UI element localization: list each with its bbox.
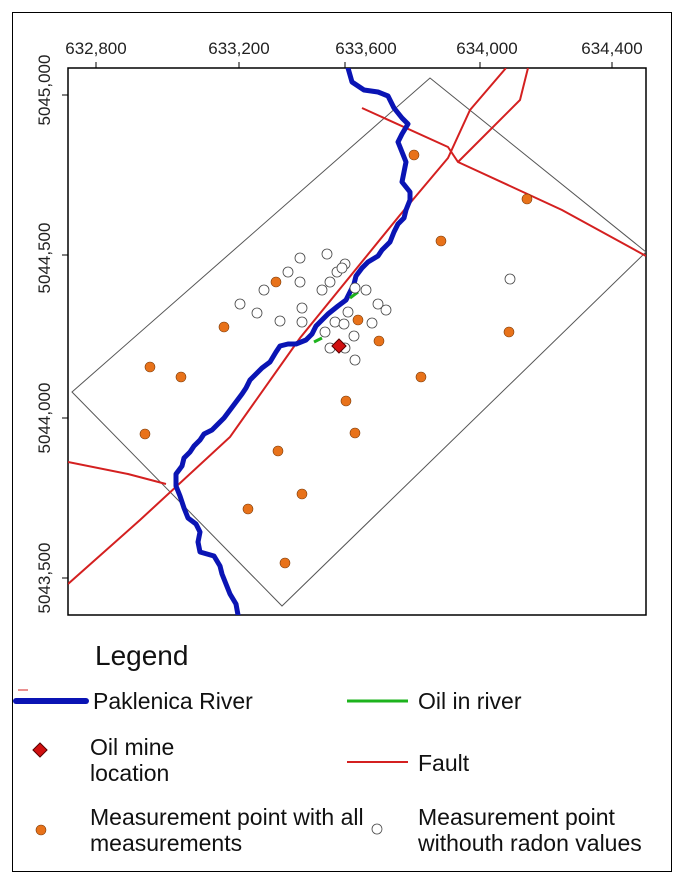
legend-oil-label: Oil in river bbox=[418, 688, 522, 714]
measurement-point-all bbox=[279, 557, 291, 569]
legend-point-no-radon-symbol bbox=[371, 823, 383, 835]
measurement-point-all bbox=[415, 371, 427, 383]
measurement-point-all bbox=[242, 503, 254, 515]
measurement-point-all bbox=[218, 321, 230, 333]
measurement-point-no-radon bbox=[349, 282, 361, 294]
measurement-point-no-radon bbox=[366, 317, 378, 329]
measurement-point-no-radon bbox=[296, 316, 308, 328]
measurement-point-no-radon bbox=[234, 298, 246, 310]
measurement-point-no-radon bbox=[504, 273, 516, 285]
y-tick-label: 5043,500 bbox=[35, 543, 54, 614]
measurement-point-no-radon bbox=[251, 307, 263, 319]
x-tick-label: 634,000 bbox=[456, 39, 517, 58]
measurement-point-no-radon bbox=[294, 276, 306, 288]
measurement-point-no-radon bbox=[258, 284, 270, 296]
x-tick-label: 633,200 bbox=[208, 39, 269, 58]
x-axis bbox=[95, 62, 613, 68]
measurement-point-all bbox=[373, 335, 385, 347]
fault-lines bbox=[68, 68, 646, 585]
legend-title: Legend bbox=[95, 640, 189, 671]
measurement-point-all bbox=[340, 395, 352, 407]
paklenica-river bbox=[173, 68, 413, 615]
map-area bbox=[67, 67, 647, 616]
measurement-point-all bbox=[521, 193, 533, 205]
measurement-point-all bbox=[270, 276, 282, 288]
measurement-point-all bbox=[175, 371, 187, 383]
fault-line bbox=[68, 461, 167, 485]
measurement-point-no-radon bbox=[342, 306, 354, 318]
measurement-point-no-radon bbox=[348, 330, 360, 342]
legend-point-all-label: Measurement point with all measurements bbox=[90, 804, 364, 857]
x-tick-label: 632,800 bbox=[65, 39, 126, 58]
legend-river-label: Paklenica River bbox=[93, 688, 253, 714]
measurement-point-no-radon bbox=[372, 298, 384, 310]
fault-line bbox=[68, 68, 507, 585]
measurement-point-no-radon bbox=[329, 316, 341, 328]
y-tick-label: 5044,000 bbox=[35, 383, 54, 454]
oil-mine-marker bbox=[331, 338, 347, 354]
measurement-point-all bbox=[139, 428, 151, 440]
legend-fault-label: Fault bbox=[418, 750, 470, 776]
measurement-point-no-radon bbox=[282, 266, 294, 278]
x-tick-label: 634,400 bbox=[581, 39, 642, 58]
legend-point-no-radon-label: Measurement point withouth radon values bbox=[418, 804, 642, 857]
measurement-point-all bbox=[296, 488, 308, 500]
measurement-point-no-radon bbox=[338, 318, 350, 330]
fault-line bbox=[457, 68, 529, 163]
points-all-measurements bbox=[139, 149, 533, 569]
measurement-point-all bbox=[349, 427, 361, 439]
measurement-point-all bbox=[144, 361, 156, 373]
y-axis bbox=[62, 94, 68, 579]
measurement-point-no-radon bbox=[296, 302, 308, 314]
measurement-point-no-radon bbox=[360, 284, 372, 296]
y-tick-label: 5045,000 bbox=[35, 55, 54, 126]
measurement-point-all bbox=[435, 235, 447, 247]
measurement-point-no-radon bbox=[321, 248, 333, 260]
measurement-point-no-radon bbox=[349, 354, 361, 366]
measurement-point-no-radon bbox=[324, 276, 336, 288]
measurement-point-all bbox=[272, 445, 284, 457]
study-area-boundary bbox=[71, 77, 646, 607]
measurement-point-all bbox=[352, 314, 364, 326]
measurement-point-no-radon bbox=[380, 304, 392, 316]
measurement-point-all bbox=[503, 326, 515, 338]
x-tick-label: 633,600 bbox=[335, 39, 396, 58]
legend-point-all-symbol bbox=[35, 824, 47, 836]
legend-mine-label: Oil mine location bbox=[90, 734, 175, 787]
measurement-point-no-radon bbox=[316, 284, 328, 296]
y-tick-label: 5044,500 bbox=[35, 223, 54, 294]
legend-mine-symbol bbox=[32, 742, 48, 758]
figure-frame bbox=[12, 12, 672, 872]
measurement-point-no-radon bbox=[274, 315, 286, 327]
measurement-point-all bbox=[408, 149, 420, 161]
points-without-radon bbox=[234, 248, 516, 366]
oil-segment bbox=[313, 336, 323, 344]
measurement-point-no-radon bbox=[319, 326, 331, 338]
measurement-point-no-radon bbox=[336, 262, 348, 274]
measurement-point-no-radon bbox=[294, 252, 306, 264]
